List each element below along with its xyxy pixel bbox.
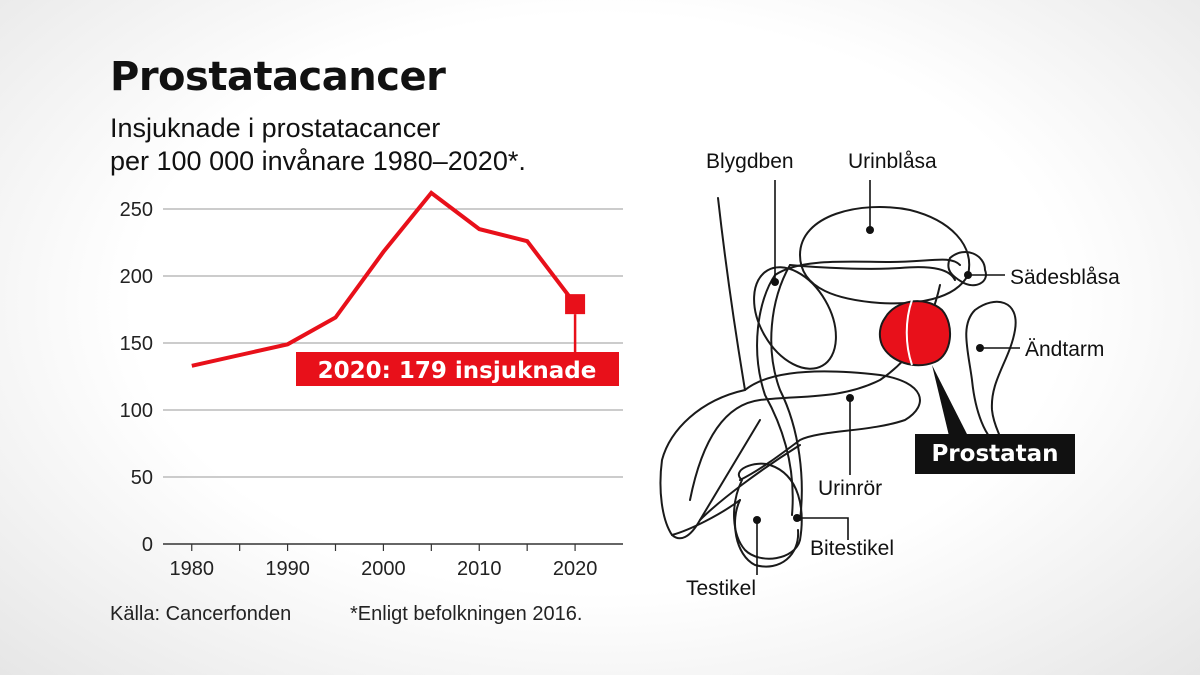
leader-bitestikel <box>797 517 849 540</box>
label-prostatan: Prostatan <box>931 441 1059 467</box>
last-point-marker <box>565 294 586 315</box>
dot-blygdben <box>771 278 779 286</box>
chart-subtitle: Insjuknade i prostatacancer per 100 000 … <box>110 112 526 178</box>
rectum-shape <box>965 300 1017 446</box>
dot-testikel <box>753 516 761 524</box>
page-title: Prostatacancer <box>110 54 446 100</box>
series-line <box>191 190 577 368</box>
label-bitestikel: Bitestikel <box>810 537 894 560</box>
footnote: *Enligt befolkningen 2016. <box>350 603 583 625</box>
label-urinror: Urinrör <box>818 477 882 500</box>
label-sadesblasa: Sädesblåsa <box>1010 266 1120 289</box>
y-tick-label-100: 100 <box>120 400 153 422</box>
annotation-label: 2020: 179 insjuknade <box>318 358 597 384</box>
source-note: Källa: Cancerfonden <box>110 603 292 625</box>
pubic-bone-shape <box>753 266 837 370</box>
subtitle-line-2: per 100 000 invånare 1980–2020*. <box>110 146 526 176</box>
y-tick-label-250: 250 <box>120 199 153 221</box>
abdomen-outline <box>739 370 921 481</box>
prostatan-label-box <box>915 434 1075 474</box>
testicle <box>734 499 800 568</box>
prostate-urethra <box>905 299 913 366</box>
annotation-box <box>296 352 619 386</box>
urethra-curve-inner <box>770 264 803 521</box>
dot-sadesblasa <box>964 271 972 279</box>
dot-urinror <box>846 394 854 402</box>
seminal-vesicle <box>947 251 987 287</box>
prostate-shape <box>878 300 952 367</box>
body-outline <box>659 197 761 540</box>
label-urinblasa: Urinblåsa <box>848 150 937 173</box>
x-tick-label-2020: 2020 <box>553 558 598 580</box>
x-tick-label-2000: 2000 <box>361 558 406 580</box>
y-tick-label-200: 200 <box>120 266 153 288</box>
x-tick-label-1980: 1980 <box>170 558 215 580</box>
subtitle-line-1: Insjuknade i prostatacancer <box>110 113 441 143</box>
bladder-shape <box>799 206 971 305</box>
y-tick-label-50: 50 <box>131 467 153 489</box>
label-blygdben: Blygdben <box>706 150 794 173</box>
urethra-lower <box>789 264 956 281</box>
x-tick-label-2010: 2010 <box>457 558 502 580</box>
line-chart: 0 50 100 150 200 250 1980 1990 2000 2010 2020 2020:… <box>120 190 623 580</box>
prostatan-pointer <box>932 365 970 440</box>
dot-urinblasa <box>866 226 874 234</box>
urethra-curve <box>756 274 794 516</box>
y-tick-label-150: 150 <box>120 333 153 355</box>
label-testikel: Testikel <box>686 577 756 600</box>
dot-bitestikel <box>793 514 801 522</box>
y-tick-label-0: 0 <box>142 534 153 556</box>
dot-andtarm <box>976 344 984 352</box>
label-andtarm: Ändtarm <box>1025 338 1104 361</box>
x-tick-label-1990: 1990 <box>265 558 310 580</box>
